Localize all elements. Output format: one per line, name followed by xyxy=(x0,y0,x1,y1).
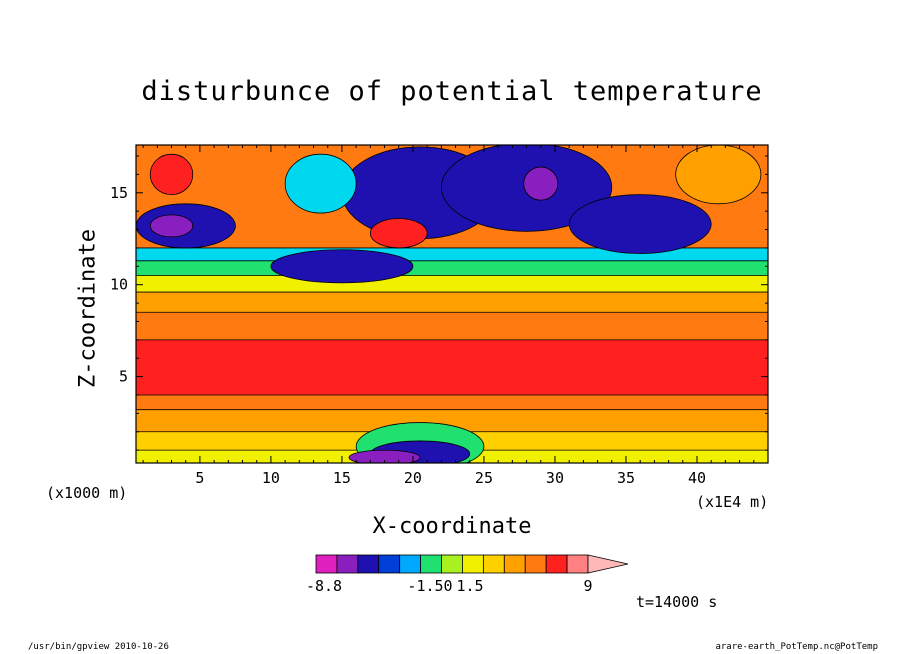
colorbar-segment xyxy=(315,554,338,574)
colorbar-segment xyxy=(462,554,484,574)
plot-frame xyxy=(135,144,769,464)
x-axis-label: X-coordinate xyxy=(372,514,532,539)
contour-blob-7 xyxy=(284,153,357,214)
contour-band-3 xyxy=(136,394,768,410)
colorbar-segment xyxy=(336,554,359,574)
contour-blob-1 xyxy=(149,214,194,238)
contour-blob-8 xyxy=(675,145,762,205)
colorbar-segment xyxy=(545,554,568,574)
x-tick-label: 35 xyxy=(617,469,635,487)
contour-blob-2 xyxy=(270,249,414,284)
colorbar-segment xyxy=(399,554,422,574)
y-tick-label: 10 xyxy=(110,276,128,294)
x-tick-label: 5 xyxy=(195,469,204,487)
contour-blob-5 xyxy=(523,166,559,201)
colorbar-label: 1.5 xyxy=(456,577,483,595)
colorbar-segment xyxy=(441,554,463,574)
contour-blob-10 xyxy=(369,218,428,249)
colorbar-segment xyxy=(566,554,589,574)
contour-band-5 xyxy=(136,312,768,340)
contour-band-7 xyxy=(136,275,768,293)
contour-blob-13 xyxy=(348,449,421,463)
x-unit-label: (x1E4 m) xyxy=(696,493,769,511)
colorbar-segment xyxy=(524,554,547,574)
y-unit-label: (x1000 m) xyxy=(46,484,128,502)
colorbar-segment xyxy=(357,554,380,574)
contour-band-6 xyxy=(136,292,768,313)
x-tick-label: 30 xyxy=(546,469,564,487)
contour-band-8 xyxy=(136,260,768,276)
timestamp-label: t=14000 s xyxy=(636,593,718,611)
y-tick-label: 15 xyxy=(110,184,128,202)
contour-band-4 xyxy=(136,339,768,395)
x-tick-label: 15 xyxy=(333,469,351,487)
colorbar-label: 9 xyxy=(583,577,592,595)
footer-right: arare-earth_PotTemp.nc@PotTemp xyxy=(715,642,878,652)
x-tick-label: 10 xyxy=(262,469,280,487)
colorbar-label: -1.50 xyxy=(407,577,452,595)
colorbar-arrow xyxy=(587,554,629,574)
chart-title: disturbunce of potential temperature xyxy=(141,76,763,107)
contour-blob-9 xyxy=(149,153,194,196)
contour-blob-6 xyxy=(568,194,712,254)
x-tick-label: 20 xyxy=(404,469,422,487)
contour-field xyxy=(136,145,768,463)
colorbar-segment xyxy=(378,554,401,574)
contour-band-2 xyxy=(136,409,768,432)
colorbar-label: -8.8 xyxy=(306,577,342,595)
footer-left: /usr/bin/gpview 2010-10-26 xyxy=(28,642,169,652)
y-axis-label: Z-coordinate xyxy=(75,229,101,388)
y-tick-label: 5 xyxy=(119,368,128,386)
colorbar-segment xyxy=(482,554,505,574)
colorbar-segment xyxy=(420,554,442,574)
x-tick-label: 40 xyxy=(688,469,706,487)
colorbar-segment xyxy=(503,554,526,574)
x-tick-label: 25 xyxy=(475,469,493,487)
